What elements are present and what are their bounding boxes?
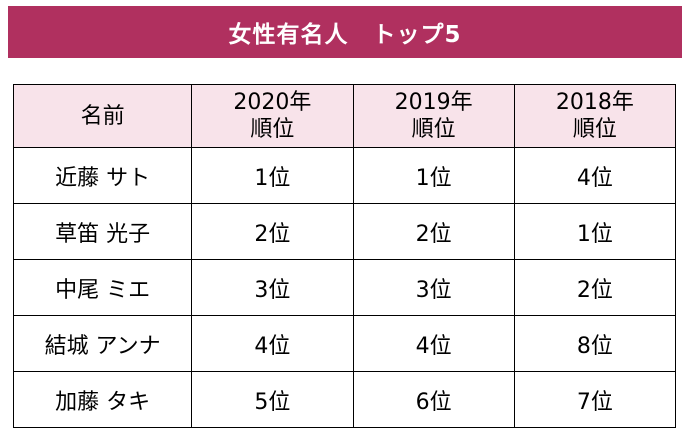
header-2018-rank: 2018年 順位 [513,84,677,148]
cell-rank-2019: 6位 [352,371,515,428]
cell-rank-2019: 4位 [352,315,515,372]
cell-rank-2018: 4位 [513,147,677,204]
table-row: 結城 アンナ 4位 4位 8位 [12,315,677,372]
cell-name: 結城 アンナ [12,315,193,372]
cell-name: 近藤 サト [12,147,193,204]
header-row: 名前 2020年 順位 2019年 順位 2018年 順位 [12,84,677,148]
cell-rank-2019: 3位 [352,259,515,316]
header-name: 名前 [12,84,193,148]
header-rank-label: 順位 [572,117,617,142]
title-banner: 女性有名人 トップ5 [8,6,682,58]
ranking-table: 名前 2020年 順位 2019年 順位 2018年 順位 近藤 サト 1位 1… [12,84,677,428]
table-row: 草笛 光子 2位 2位 1位 [12,203,677,260]
header-2020-rank: 2020年 順位 [191,84,354,148]
table-row: 加藤 タキ 5位 6位 7位 [12,371,677,428]
cell-rank-2020: 1位 [191,147,354,204]
cell-name: 草笛 光子 [12,203,193,260]
header-year-label: 2018年 [555,90,634,115]
header-2019-rank: 2019年 順位 [352,84,515,148]
cell-rank-2020: 2位 [191,203,354,260]
table-row: 中尾 ミエ 3位 3位 2位 [12,259,677,316]
cell-rank-2020: 4位 [191,315,354,372]
header-rank-label: 順位 [411,117,456,142]
cell-rank-2019: 2位 [352,203,515,260]
cell-rank-2018: 7位 [513,371,677,428]
cell-rank-2018: 8位 [513,315,677,372]
page-title: 女性有名人 トップ5 [228,22,462,48]
cell-name: 加藤 タキ [12,371,193,428]
cell-rank-2018: 2位 [513,259,677,316]
cell-rank-2020: 3位 [191,259,354,316]
header-year-label: 2019年 [394,90,473,115]
cell-name: 中尾 ミエ [12,259,193,316]
header-rank-label: 順位 [250,117,295,142]
header-name-label: 名前 [80,103,125,129]
header-year-label: 2020年 [233,90,312,115]
cell-rank-2019: 1位 [352,147,515,204]
cell-rank-2020: 5位 [191,371,354,428]
cell-rank-2018: 1位 [513,203,677,260]
table-row: 近藤 サト 1位 1位 4位 [12,147,677,204]
